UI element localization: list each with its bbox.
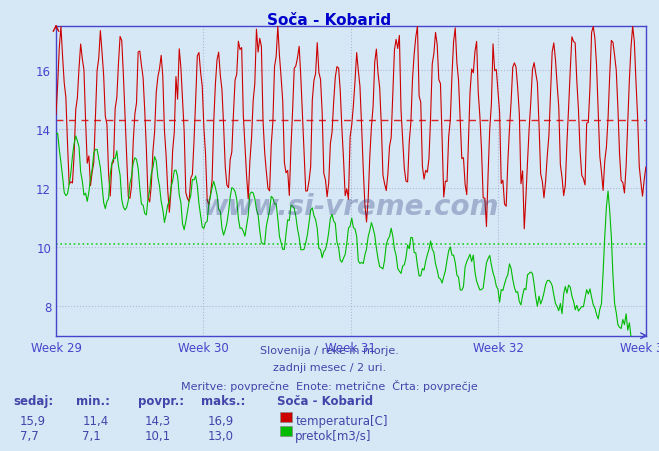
Text: 7,7: 7,7 [20,429,38,442]
Text: www.si-vreme.com: www.si-vreme.com [203,192,499,220]
Text: maks.:: maks.: [201,395,245,408]
Text: Slovenija / reke in morje.: Slovenija / reke in morje. [260,345,399,355]
Text: povpr.:: povpr.: [138,395,185,408]
Text: 11,4: 11,4 [82,414,109,427]
Text: zadnji mesec / 2 uri.: zadnji mesec / 2 uri. [273,362,386,372]
Text: Soča - Kobarid: Soča - Kobarid [277,395,373,408]
Text: 13,0: 13,0 [208,429,233,442]
Text: 7,1: 7,1 [82,429,101,442]
Text: temperatura[C]: temperatura[C] [295,414,387,427]
Text: min.:: min.: [76,395,110,408]
Text: 10,1: 10,1 [145,429,171,442]
Text: Meritve: povprečne  Enote: metrične  Črta: povprečje: Meritve: povprečne Enote: metrične Črta:… [181,379,478,391]
Text: 14,3: 14,3 [145,414,171,427]
Text: Soča - Kobarid: Soča - Kobarid [268,13,391,28]
Text: pretok[m3/s]: pretok[m3/s] [295,429,372,442]
Text: 15,9: 15,9 [20,414,46,427]
Text: sedaj:: sedaj: [13,395,53,408]
Text: 16,9: 16,9 [208,414,234,427]
